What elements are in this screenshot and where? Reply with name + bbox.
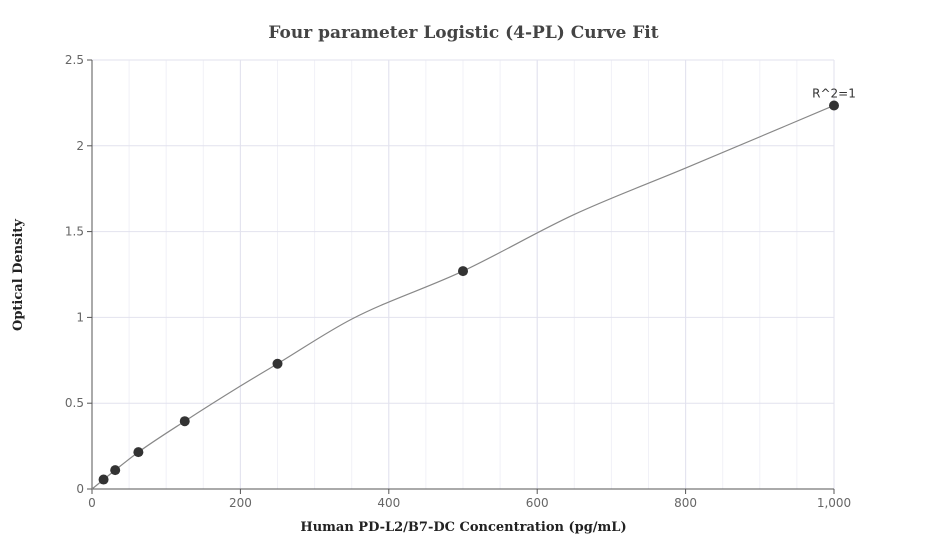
x-tick-label: 1,000	[817, 496, 851, 510]
y-tick-label: 0.5	[65, 396, 84, 410]
y-tick-label: 0	[76, 482, 84, 496]
data-point	[179, 416, 190, 427]
x-axis-label: Human PD-L2/B7-DC Concentration (pg/mL)	[300, 520, 626, 535]
x-tick-label: 600	[526, 496, 549, 510]
y-tick-label: 1	[76, 310, 84, 324]
data-points	[98, 100, 839, 485]
r-squared-annotation: R^2=1	[812, 86, 856, 100]
data-point	[458, 266, 468, 277]
data-point	[110, 465, 121, 476]
chart-title: Four parameter Logistic (4-PL) Curve Fit	[268, 23, 658, 43]
axes	[91, 60, 834, 490]
x-axis-ticks: 0 200 400 600 800 1,000	[88, 489, 851, 510]
y-tick-label: 2	[76, 139, 84, 153]
y-tick-label: 2.5	[65, 53, 84, 67]
y-tick-label: 1.5	[65, 225, 84, 239]
x-tick-label: 400	[377, 496, 400, 510]
data-point	[98, 474, 109, 485]
x-tick-label: 800	[674, 496, 697, 510]
annotations: R^2=1	[812, 86, 856, 100]
x-tick-label: 0	[88, 496, 96, 510]
data-point	[272, 358, 283, 369]
x-tick-label: 200	[229, 496, 252, 510]
y-axis-label: Optical Density	[11, 219, 26, 331]
data-point	[829, 100, 839, 111]
y-axis-ticks: 0 0.5 1 1.5 2 2.5	[65, 53, 92, 496]
data-point	[133, 447, 144, 458]
